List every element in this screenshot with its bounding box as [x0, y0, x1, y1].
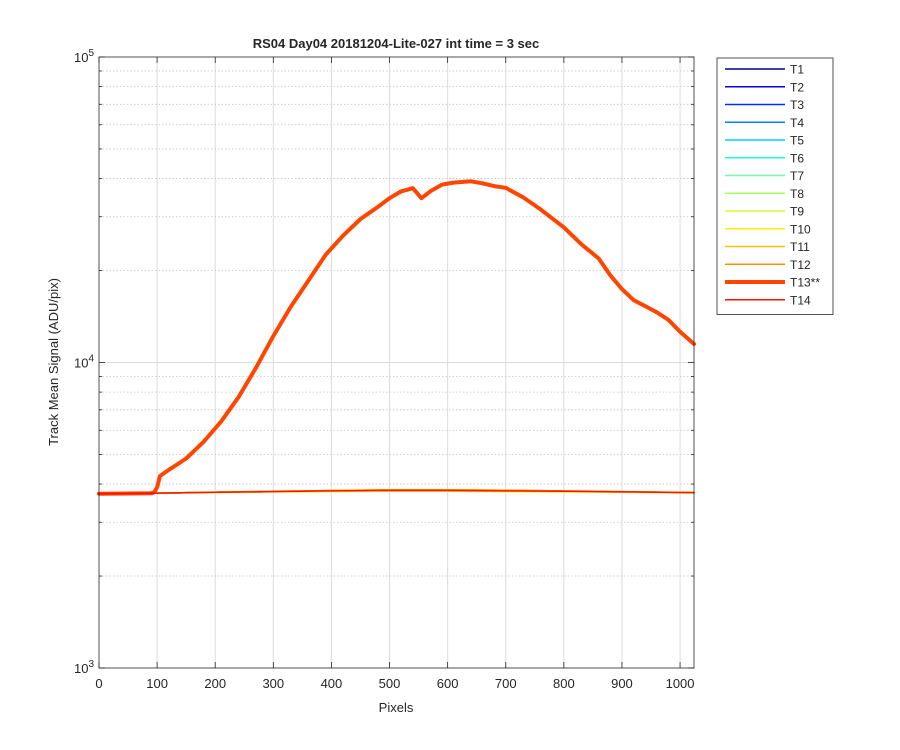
- legend-label-8: T8: [790, 187, 804, 201]
- ticks: 0 100 200 300 400 500 600 700 800 900 1000 103 104 10…: [74, 48, 695, 691]
- legend-label-5: T5: [790, 134, 804, 148]
- x-tick-label: 100: [146, 676, 168, 691]
- y-tick-label: 103: [74, 659, 94, 676]
- x-axis-label: Pixels: [379, 700, 414, 715]
- legend-label-6: T6: [790, 151, 804, 165]
- legend: T1 T2 T3 T4 T5 T6 T7 T8 T9 T10 T11 T12 T13** T14: [716, 57, 834, 315]
- legend-label-1: T1: [790, 63, 804, 77]
- y-tick-label: 105: [74, 48, 94, 65]
- legend-label-3: T3: [790, 98, 804, 112]
- legend-label-14: T14: [790, 293, 811, 307]
- x-tick-label: 300: [262, 676, 284, 691]
- x-tick-label: 500: [379, 676, 401, 691]
- series-line-14: [98, 489, 695, 495]
- legend-label-4: T4: [790, 116, 804, 130]
- x-tick-label: 200: [204, 676, 226, 691]
- x-tick-label: 1000: [666, 676, 695, 691]
- chart-title: RS04 Day04 20181204-Lite-027 int time = …: [253, 36, 540, 51]
- legend-label-11: T11: [790, 240, 810, 254]
- y-axis-label: Track Mean Signal (ADU/pix): [46, 278, 61, 446]
- legend-label-2: T2: [790, 80, 804, 94]
- legend-box: [716, 57, 834, 315]
- x-tick-label: 800: [553, 676, 575, 691]
- legend-label-13: T13**: [790, 276, 820, 290]
- x-tick-label: 700: [495, 676, 517, 691]
- x-tick-label: 400: [321, 676, 343, 691]
- y-tick-label: 104: [74, 354, 94, 371]
- legend-label-7: T7: [790, 169, 804, 183]
- legend-label-12: T12: [790, 258, 811, 272]
- x-tick-label: 900: [611, 676, 633, 691]
- series-layer: [97, 179, 696, 496]
- x-tick-label: 600: [437, 676, 459, 691]
- series-line-13: [97, 179, 696, 496]
- legend-label-10: T10: [790, 222, 811, 236]
- x-tick-label: 0: [95, 676, 102, 691]
- grid: [99, 57, 694, 668]
- legend-label-9: T9: [790, 205, 804, 219]
